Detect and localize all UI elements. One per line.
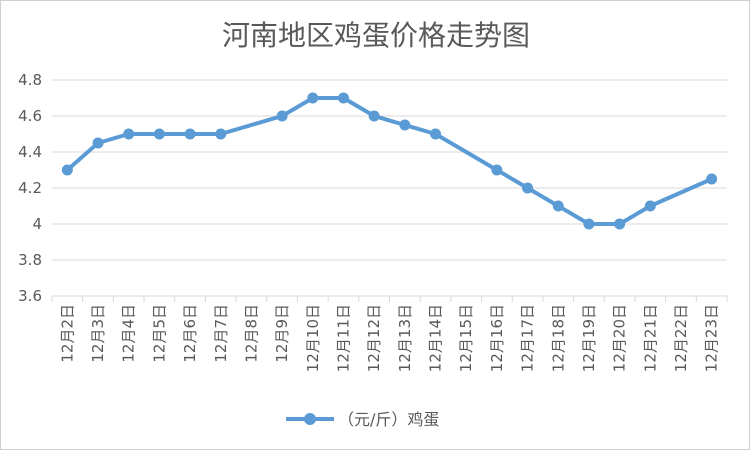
y-tick-label: 4.8	[18, 71, 42, 89]
data-point	[399, 119, 411, 131]
x-tick-label: 12月5日	[150, 304, 168, 363]
x-tick-label: 12月2日	[58, 304, 76, 363]
data-point	[430, 128, 442, 140]
x-tick-label: 12月20日	[611, 304, 629, 372]
y-tick-label: 3.6	[18, 287, 42, 305]
data-point	[184, 128, 196, 140]
data-point	[276, 110, 288, 122]
data-point	[61, 164, 73, 176]
x-tick-label: 12月4日	[120, 304, 138, 363]
x-tick-label: 12月13日	[396, 304, 414, 372]
legend-marker	[304, 413, 316, 425]
chart-title: 河南地区鸡蛋价格走势图	[221, 19, 530, 52]
data-point	[153, 128, 165, 140]
data-point	[522, 182, 534, 194]
data-point	[368, 110, 380, 122]
data-point	[92, 137, 104, 149]
data-point	[123, 128, 135, 140]
x-tick-label: 12月21日	[641, 304, 659, 372]
data-point	[614, 218, 626, 230]
series-line	[66, 96, 713, 226]
x-tick-label: 12月16日	[488, 304, 506, 372]
data-point	[307, 92, 319, 104]
x-tick-label: 12月10日	[304, 304, 322, 372]
x-tick-label: 12月8日	[242, 304, 260, 363]
x-tick-label: 12月11日	[334, 304, 352, 372]
data-point	[706, 173, 718, 185]
x-tick-label: 12月6日	[181, 304, 199, 363]
x-tick-label: 12月7日	[212, 304, 230, 363]
y-tick-label: 4.2	[18, 179, 42, 197]
x-tick-label: 12月9日	[273, 304, 291, 363]
x-tick-label: 12月22日	[672, 304, 690, 372]
y-tick-label: 4.4	[18, 143, 42, 161]
y-tick-label: 4.6	[18, 107, 42, 125]
data-point	[552, 200, 564, 212]
y-tick-label: 4	[32, 215, 42, 233]
data-point	[337, 92, 349, 104]
y-tick-label: 3.8	[18, 251, 42, 269]
data-point	[644, 200, 656, 212]
x-tick-label: 12月19日	[580, 304, 598, 372]
data-point	[583, 218, 595, 230]
x-tick-label: 12月23日	[703, 304, 721, 372]
data-point	[215, 128, 227, 140]
data-point	[491, 164, 503, 176]
x-tick-label: 12月3日	[89, 304, 107, 363]
x-tick-label: 12月18日	[549, 304, 567, 372]
x-tick-label: 12月12日	[365, 304, 383, 372]
x-tick-label: 12月17日	[519, 304, 537, 372]
x-tick-label: 12月14日	[427, 304, 445, 372]
x-tick-label: 12月15日	[457, 304, 475, 372]
legend-label: （元/斤）鸡蛋	[338, 410, 439, 429]
